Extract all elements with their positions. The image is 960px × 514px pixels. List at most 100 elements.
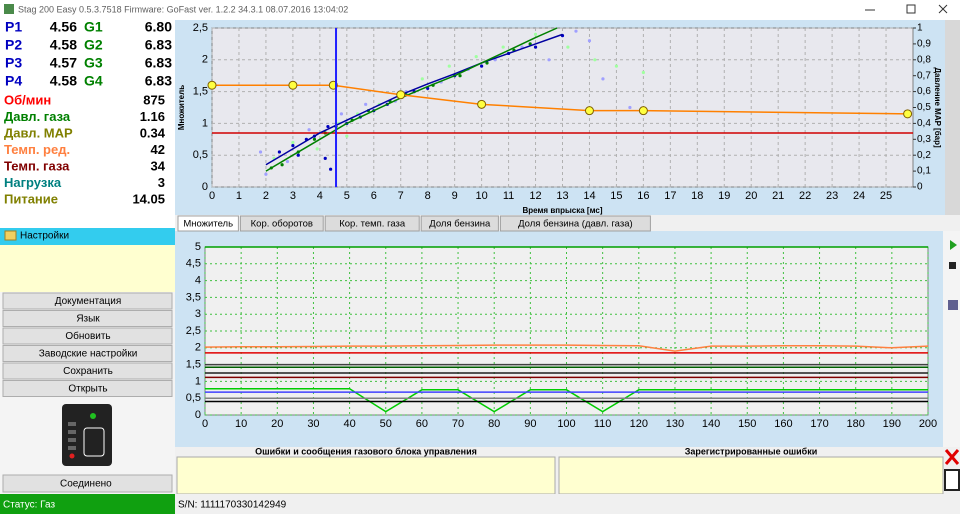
settings-header-bg[interactable] bbox=[0, 228, 175, 245]
x-tick-label: 25 bbox=[880, 190, 892, 202]
save-trace-button[interactable] bbox=[948, 300, 958, 310]
close-button[interactable] bbox=[938, 4, 948, 14]
series-line bbox=[265, 33, 563, 166]
map-point[interactable] bbox=[584, 106, 594, 116]
parameter-value: 0.34 bbox=[140, 125, 166, 140]
button-label[interactable]: Язык bbox=[76, 314, 100, 325]
x-tick-label: 10 bbox=[235, 418, 247, 430]
y-tick-label: 2 bbox=[202, 54, 208, 66]
tab-label[interactable]: Доля бензина (давл. газа) bbox=[518, 219, 633, 230]
button-label[interactable]: Документация bbox=[55, 296, 122, 307]
parameter-value: 42 bbox=[151, 142, 165, 157]
scatter-point bbox=[258, 150, 263, 154]
x-tick-label: 16 bbox=[637, 190, 649, 202]
map-point[interactable] bbox=[477, 99, 487, 109]
scatter-point bbox=[458, 74, 462, 78]
stop-button[interactable] bbox=[949, 262, 956, 269]
scatter-point bbox=[593, 58, 597, 62]
tab-label[interactable]: Кор. темп. газа bbox=[339, 219, 406, 230]
y2-tick-label: 0,9 bbox=[917, 39, 931, 50]
scatter-point bbox=[420, 77, 424, 81]
x-tick-label: 170 bbox=[810, 418, 828, 430]
x-tick-label: 24 bbox=[853, 190, 865, 202]
tab[interactable] bbox=[177, 215, 239, 232]
x-tick-label: 200 bbox=[919, 418, 937, 430]
map-point[interactable] bbox=[396, 90, 406, 100]
tab[interactable] bbox=[239, 215, 324, 232]
tab-label[interactable]: Множитель bbox=[183, 219, 233, 230]
x-tick-label: 80 bbox=[488, 418, 500, 430]
map-point[interactable] bbox=[207, 80, 217, 90]
x-tick-label: 100 bbox=[557, 418, 575, 430]
parameter-name: Давл. газа bbox=[4, 109, 71, 124]
map-point[interactable] bbox=[638, 106, 648, 116]
play-button[interactable] bbox=[950, 240, 957, 250]
y-tick-label: 4 bbox=[195, 275, 201, 287]
errors-title: Ошибки и сообщения газового блока управл… bbox=[255, 446, 477, 456]
tab[interactable] bbox=[499, 215, 651, 232]
x-tick-label: 15 bbox=[610, 190, 622, 202]
button[interactable] bbox=[2, 327, 173, 345]
scatter-point bbox=[277, 150, 282, 154]
parameter-name: Темп. ред. bbox=[4, 142, 70, 157]
injector-p-value: 4.58 bbox=[50, 37, 77, 53]
x-tick-label: 18 bbox=[691, 190, 703, 202]
scatter-point bbox=[307, 128, 311, 132]
button[interactable] bbox=[2, 310, 173, 327]
parameter-value: 3 bbox=[158, 175, 165, 190]
button-label[interactable]: Сохранить bbox=[63, 366, 113, 377]
button[interactable] bbox=[2, 362, 173, 380]
x-tick-label: 20 bbox=[745, 190, 757, 202]
scatter-point bbox=[533, 45, 538, 49]
x-tick-label: 23 bbox=[826, 190, 838, 202]
y-tick-label: 1 bbox=[195, 375, 201, 387]
settings-header[interactable]: Настройки bbox=[20, 231, 69, 242]
parameter-value: 34 bbox=[151, 158, 166, 173]
y-tick-label: 0,5 bbox=[186, 392, 201, 404]
scatter-point bbox=[480, 64, 484, 68]
x-tick-label: 120 bbox=[630, 418, 648, 430]
injector-p-label: P1 bbox=[5, 19, 22, 35]
scatter-point bbox=[296, 153, 300, 157]
connection-label[interactable]: Соединено bbox=[60, 479, 112, 490]
maximize-button[interactable] bbox=[906, 4, 916, 14]
button-label[interactable]: Заводские настройки bbox=[39, 349, 138, 360]
y-tick-label: 0,5 bbox=[193, 149, 208, 161]
map-point[interactable] bbox=[903, 109, 913, 119]
x-tick-label: 4 bbox=[317, 190, 323, 202]
button-label[interactable]: Обновить bbox=[65, 330, 110, 342]
tab-label[interactable]: Кор. оборотов bbox=[251, 219, 313, 230]
gauge-icon bbox=[62, 404, 112, 466]
y-tick-label: 0 bbox=[202, 181, 208, 193]
y-tick-label: 3,5 bbox=[186, 291, 201, 303]
tab-label[interactable]: Доля бензина bbox=[429, 219, 491, 230]
tab[interactable] bbox=[324, 215, 420, 232]
x-tick-label: 90 bbox=[524, 418, 536, 430]
connection-dropdown[interactable] bbox=[2, 474, 173, 493]
button[interactable] bbox=[2, 345, 173, 362]
x-tick-label: 7 bbox=[398, 190, 404, 202]
x-tick-label: 5 bbox=[344, 190, 350, 202]
injector-g-value: 6.83 bbox=[145, 55, 172, 71]
x-tick-label: 19 bbox=[718, 190, 730, 202]
y-tick-label: 5 bbox=[195, 241, 201, 253]
map-toolbar bbox=[945, 20, 960, 215]
x-tick-label: 17 bbox=[664, 190, 676, 202]
tab[interactable] bbox=[420, 215, 499, 232]
y-tick-label: 1,5 bbox=[186, 359, 201, 371]
y2-tick-label: 0 bbox=[917, 182, 923, 193]
button[interactable] bbox=[2, 380, 173, 397]
scatter-point bbox=[345, 134, 349, 138]
button[interactable] bbox=[2, 292, 173, 310]
scatter-point bbox=[364, 102, 368, 106]
series-line bbox=[205, 388, 928, 413]
injector-g-value: 6.80 bbox=[145, 19, 172, 35]
clear-errors-button[interactable] bbox=[944, 449, 960, 465]
y-tick-label: 0 bbox=[195, 409, 201, 421]
errors-box-right bbox=[558, 456, 944, 495]
button-label[interactable]: Открыть bbox=[68, 384, 107, 395]
errors-toggle[interactable] bbox=[944, 469, 960, 491]
injector-p-value: 4.58 bbox=[50, 73, 77, 89]
map-point[interactable] bbox=[288, 80, 298, 90]
